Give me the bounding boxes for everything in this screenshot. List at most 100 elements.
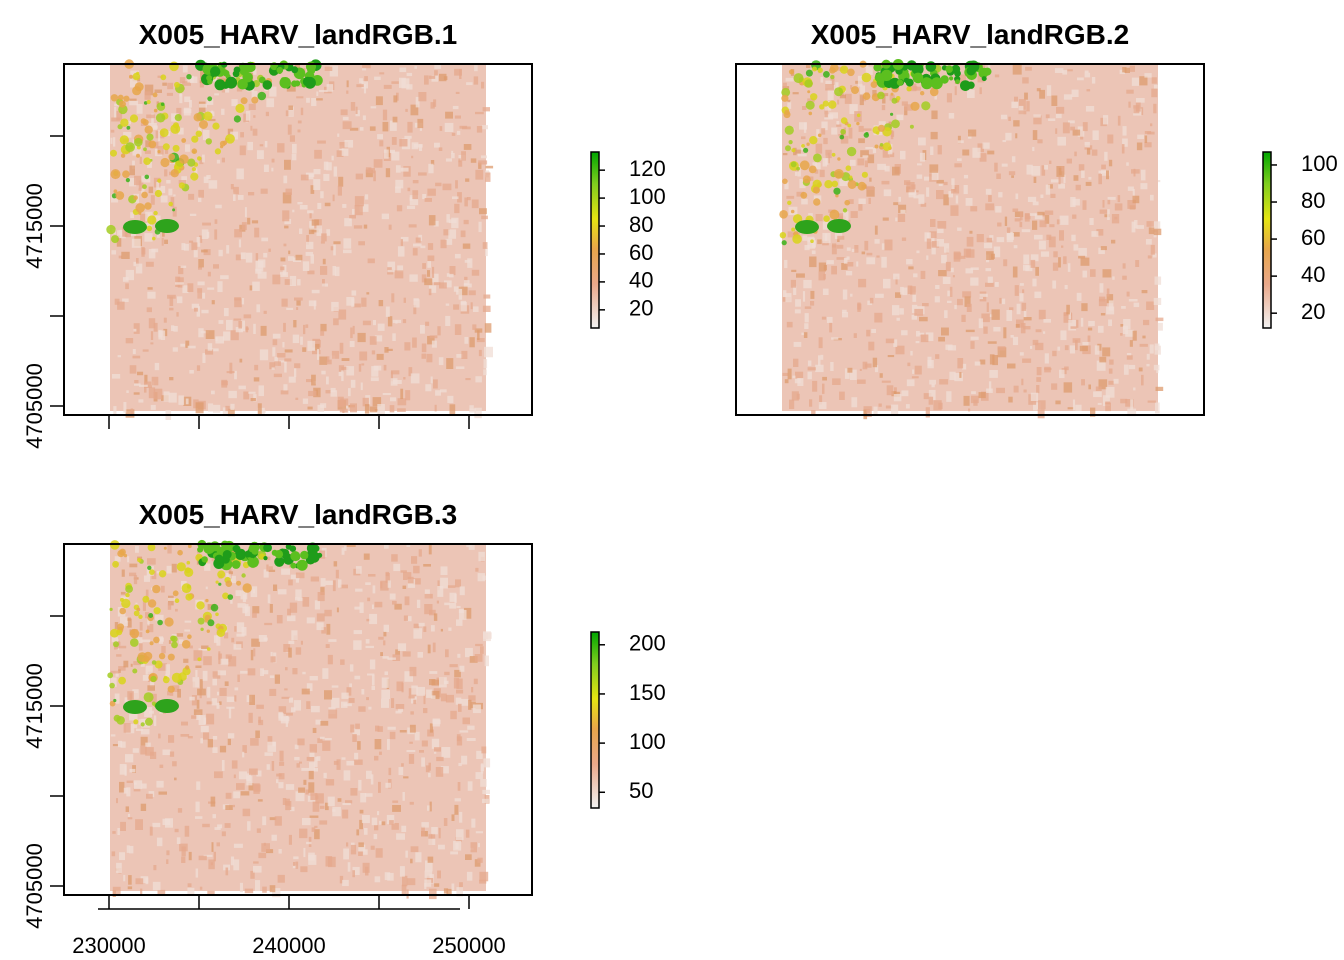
raster-texture-cell <box>114 693 120 704</box>
raster-texture-cell <box>994 74 1000 78</box>
raster-texture-cell <box>1133 387 1136 391</box>
raster-vegetation-cell <box>143 147 147 152</box>
raster-texture-cell <box>330 387 336 393</box>
raster-texture-cell <box>258 259 266 268</box>
raster-texture-cell <box>255 268 262 274</box>
raster-texture-cell <box>408 696 415 699</box>
raster-vegetation-cell <box>118 676 126 685</box>
panel-1: X005_HARV_landRGB.1470500047150002040608… <box>22 19 666 449</box>
raster-texture-cell <box>240 252 246 260</box>
raster-texture-cell <box>195 816 203 819</box>
raster-vegetation-cell <box>168 201 173 207</box>
raster-texture-cell <box>342 121 352 130</box>
raster-texture-cell <box>981 313 990 323</box>
raster-vegetation-cell <box>137 652 148 662</box>
raster-texture-cell <box>836 121 840 125</box>
raster-texture-cell <box>384 347 389 353</box>
raster-texture-cell <box>878 403 882 407</box>
raster-texture-cell <box>881 105 886 111</box>
raster-texture-cell <box>322 258 326 265</box>
raster-texture-cell <box>480 155 487 159</box>
raster-texture-cell <box>1039 89 1045 99</box>
raster-texture-cell <box>1032 201 1039 206</box>
raster-texture-cell <box>258 716 261 723</box>
raster-texture-cell <box>1074 151 1077 157</box>
raster-texture-cell <box>926 187 930 197</box>
raster-texture-cell <box>1008 396 1013 403</box>
raster-texture-cell <box>1121 306 1126 309</box>
raster-texture-cell <box>197 288 203 299</box>
raster-texture-cell <box>115 671 119 677</box>
raster-texture-cell <box>207 287 215 290</box>
raster-texture-cell <box>295 397 299 400</box>
raster-texture-cell <box>484 346 493 358</box>
raster-texture-cell <box>288 256 294 261</box>
raster-texture-cell <box>403 615 408 621</box>
raster-texture-cell <box>381 821 386 826</box>
raster-texture-cell <box>133 392 140 395</box>
raster-texture-cell <box>881 243 885 250</box>
raster-vegetation-cell <box>122 170 130 178</box>
raster-texture-cell <box>135 819 143 830</box>
raster-texture-cell <box>1056 166 1065 177</box>
raster-texture-cell <box>191 242 198 251</box>
raster-vegetation-cell <box>197 617 205 625</box>
raster-texture-cell <box>217 670 226 676</box>
raster-texture-cell <box>297 120 302 124</box>
raster-texture-cell <box>1018 99 1026 110</box>
raster-texture-cell <box>1133 302 1140 308</box>
raster-texture-cell <box>822 232 831 244</box>
raster-texture-cell <box>408 224 417 228</box>
raster-texture-cell <box>387 872 394 881</box>
raster-texture-cell <box>260 188 268 194</box>
raster-texture-cell <box>127 886 133 890</box>
raster-vegetation-cell <box>834 87 844 97</box>
raster-texture-cell <box>485 248 488 257</box>
raster-texture-cell <box>373 159 383 168</box>
raster-vegetation-cell <box>116 629 123 636</box>
raster-texture-cell <box>256 150 264 160</box>
raster-texture-cell <box>1014 211 1024 217</box>
raster-texture-cell <box>330 246 334 251</box>
raster-dense-cell <box>290 562 297 569</box>
raster-texture-cell <box>1135 260 1140 267</box>
raster-texture-cell <box>165 664 170 675</box>
raster-texture-cell <box>1024 213 1030 222</box>
raster-texture-cell <box>235 254 241 261</box>
raster-texture-cell <box>854 245 859 253</box>
raster-texture-cell <box>1139 76 1148 86</box>
raster-texture-cell <box>954 373 963 382</box>
raster-texture-cell <box>353 640 362 650</box>
raster-texture-cell <box>1085 181 1092 186</box>
raster-vegetation-cell <box>813 198 821 206</box>
raster-texture-cell <box>948 113 955 119</box>
raster-texture-cell <box>349 215 356 219</box>
raster-texture-cell <box>1122 275 1127 280</box>
raster-texture-cell <box>381 698 389 708</box>
raster-texture-cell <box>197 281 205 286</box>
raster-texture-cell <box>424 604 433 615</box>
raster-texture-cell <box>409 195 419 206</box>
raster-vegetation-cell <box>257 91 267 101</box>
raster-texture-cell <box>908 189 916 198</box>
raster-texture-cell <box>1010 335 1014 338</box>
raster-texture-cell <box>342 204 347 208</box>
raster-texture-cell <box>479 208 487 215</box>
raster-texture-cell <box>397 398 407 406</box>
raster-vegetation-cell <box>118 100 126 108</box>
raster-texture-cell <box>207 890 215 896</box>
raster-texture-cell <box>306 241 314 250</box>
raster-vegetation-cell <box>132 72 141 81</box>
raster-vegetation-cell <box>906 86 912 92</box>
raster-texture-cell <box>477 843 480 848</box>
raster-texture-cell <box>221 157 225 163</box>
raster-texture-cell <box>947 300 952 303</box>
raster-texture-cell <box>392 805 401 812</box>
raster-texture-cell <box>135 728 144 731</box>
raster-texture-cell <box>433 613 438 621</box>
raster-texture-cell <box>429 335 438 339</box>
raster-texture-cell <box>1117 195 1121 203</box>
raster-vegetation-cell <box>147 543 156 552</box>
raster-texture-cell <box>189 370 194 374</box>
raster-texture-cell <box>467 781 473 791</box>
